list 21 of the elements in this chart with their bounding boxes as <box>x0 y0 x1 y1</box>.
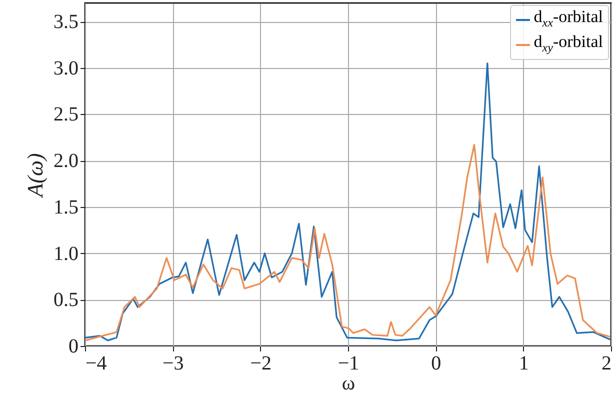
y-tick-label: 1.5 <box>54 196 78 218</box>
x-tick-label: −4 <box>86 352 107 374</box>
y-tick-label: 0 <box>68 336 78 358</box>
line-series <box>85 62 611 342</box>
y-tick-label: 2.0 <box>54 150 78 172</box>
x-tick-label: −3 <box>162 352 184 374</box>
y-axis-title: A(ω) <box>22 153 48 199</box>
y-tick-label: 0.5 <box>54 289 78 312</box>
y-tick-label: 2.5 <box>54 104 78 126</box>
legend-label: d$_{xx}$-orbital <box>534 7 603 32</box>
y-tick-label: 1.0 <box>54 242 78 265</box>
x-tick-label: −2 <box>250 352 272 374</box>
x-tick-label: −1 <box>338 352 360 374</box>
legend-label: d$_{xy}$-orbital <box>534 32 603 57</box>
line-series <box>85 144 611 342</box>
x-axis-title: ω <box>342 372 356 394</box>
x-tick-label: 2 <box>602 352 612 374</box>
x-tick-label: 0 <box>431 352 442 374</box>
y-tick-label: 3.0 <box>54 57 78 80</box>
x-tick-label: 1 <box>518 352 529 374</box>
y-tick-label: 3.5 <box>54 11 78 34</box>
